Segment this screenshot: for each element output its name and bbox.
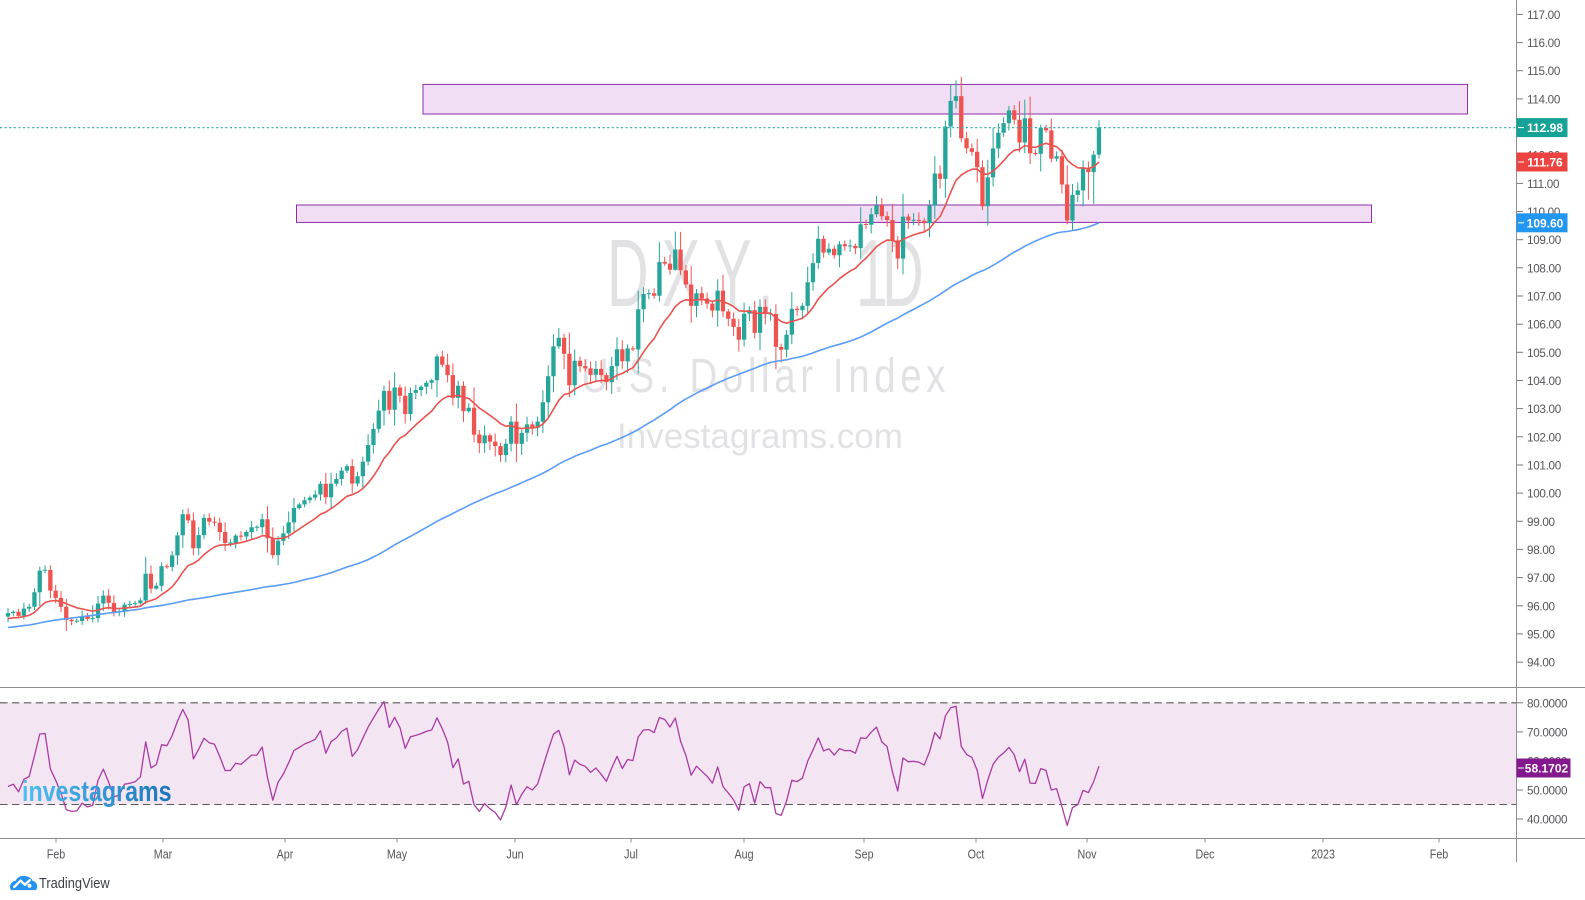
svg-text:112.98: 112.98 — [1527, 121, 1563, 135]
svg-text:Feb: Feb — [1430, 848, 1449, 862]
svg-text:97.00: 97.00 — [1527, 572, 1556, 585]
svg-text:98.00: 98.00 — [1527, 544, 1556, 557]
svg-text:Nov: Nov — [1077, 848, 1096, 862]
svg-text:96.00: 96.00 — [1527, 600, 1556, 613]
svg-text:DXY,: DXY, — [607, 219, 787, 327]
svg-text:Sep: Sep — [854, 848, 874, 862]
svg-text:104.00: 104.00 — [1527, 375, 1562, 388]
svg-text:Dec: Dec — [1195, 848, 1214, 862]
svg-text:Jun: Jun — [506, 848, 523, 862]
svg-text:109.60: 109.60 — [1527, 216, 1564, 230]
svg-text:58.1702: 58.1702 — [1525, 762, 1569, 776]
svg-text:106.00: 106.00 — [1527, 319, 1562, 332]
svg-text:108.00: 108.00 — [1527, 262, 1562, 275]
svg-text:100.00: 100.00 — [1527, 488, 1562, 501]
svg-text:Investagrams.com: Investagrams.com — [617, 417, 903, 456]
svg-text:50.0000: 50.0000 — [1527, 785, 1568, 798]
svg-text:Oct: Oct — [968, 848, 985, 862]
svg-text:99.00: 99.00 — [1527, 516, 1556, 529]
svg-text:investagrams: investagrams — [22, 774, 172, 807]
svg-text:95.00: 95.00 — [1527, 628, 1556, 641]
svg-text:117.00: 117.00 — [1527, 9, 1561, 22]
svg-text:102.00: 102.00 — [1527, 431, 1562, 444]
svg-text:107.00: 107.00 — [1527, 291, 1562, 304]
svg-text:114.00: 114.00 — [1527, 93, 1561, 106]
svg-text:115.00: 115.00 — [1527, 65, 1561, 78]
svg-text:Aug: Aug — [734, 848, 753, 862]
svg-text:TradingView: TradingView — [39, 875, 110, 891]
svg-text:109.00: 109.00 — [1527, 234, 1562, 247]
svg-text:Apr: Apr — [277, 848, 294, 862]
svg-text:101.00: 101.00 — [1527, 460, 1562, 473]
svg-text:40.0000: 40.0000 — [1527, 814, 1568, 827]
svg-text:111.76: 111.76 — [1527, 156, 1563, 170]
svg-text:May: May — [387, 848, 407, 862]
svg-text:Jul: Jul — [624, 848, 638, 862]
svg-text:Mar: Mar — [154, 848, 173, 862]
svg-text:70.0000: 70.0000 — [1527, 726, 1568, 739]
svg-text:80.0000: 80.0000 — [1527, 697, 1568, 710]
svg-text:U.S. Dollar Index: U.S. Dollar Index — [581, 350, 950, 403]
svg-text:94.00: 94.00 — [1527, 657, 1556, 670]
svg-text:Feb: Feb — [47, 848, 66, 862]
svg-text:2023: 2023 — [1311, 848, 1335, 862]
svg-text:116.00: 116.00 — [1527, 37, 1561, 50]
svg-text:111.00: 111.00 — [1527, 178, 1560, 191]
svg-text:105.00: 105.00 — [1527, 347, 1562, 360]
svg-text:103.00: 103.00 — [1527, 403, 1562, 416]
